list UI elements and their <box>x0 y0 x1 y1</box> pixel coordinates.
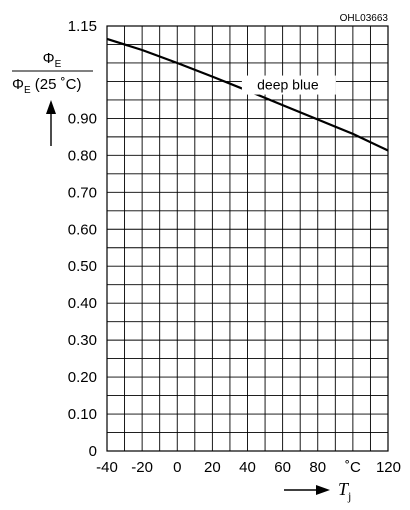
ylabel-arrow-head <box>46 100 56 114</box>
series-label-box <box>241 75 336 95</box>
y-tick-label: 1.15 <box>68 18 97 35</box>
y-tick-label: 0.10 <box>68 406 97 423</box>
x-tick-label: 40 <box>239 459 256 476</box>
ylabel-numerator: ΦE <box>43 50 62 70</box>
x-tick-labels: -40 -20 0 20 40 60 80 ˚C 120 <box>96 459 401 476</box>
y-tick-labels: 0 0.10 0.20 0.30 0.40 0.50 0.60 0.70 0.80 0.90 1.1… <box>68 18 97 460</box>
xlabel: Tj <box>338 479 351 503</box>
series-label: deep blue <box>257 77 319 93</box>
ylabel-den-suffix: (25 ˚C) <box>31 76 82 93</box>
y-tick-label: 0.50 <box>68 258 97 275</box>
x-tick-label: ˚C <box>345 459 361 476</box>
ylabel-den-subscript: E <box>24 85 31 96</box>
figure-code: OHL03663 <box>340 13 389 24</box>
ylabel-den-symbol: Φ <box>12 76 24 93</box>
x-tick-label: -20 <box>131 459 153 476</box>
y-tick-label: 0.20 <box>68 369 97 386</box>
x-tick-label: 80 <box>309 459 326 476</box>
y-tick-label: 0.60 <box>68 221 97 238</box>
ylabel-denominator: ΦE (25 ˚C) <box>12 76 81 96</box>
xlabel-subscript: j <box>347 489 351 503</box>
y-tick-label: 0.90 <box>68 110 97 127</box>
x-tick-label: -40 <box>96 459 118 476</box>
ylabel-num-symbol: Φ <box>43 50 55 67</box>
x-tick-label: 0 <box>173 459 181 476</box>
xlabel-symbol: T <box>338 479 350 499</box>
y-tick-label: 0.30 <box>68 332 97 349</box>
y-tick-label: 0.40 <box>68 295 97 312</box>
y-tick-label: 0.70 <box>68 184 97 201</box>
xlabel-arrow-head <box>316 485 330 495</box>
plot-frame <box>106 25 389 452</box>
series-label-background: deep blue <box>241 75 336 95</box>
grid <box>107 26 388 451</box>
x-tick-label: 60 <box>274 459 291 476</box>
y-tick-label: 0 <box>89 443 97 460</box>
x-tick-label: 120 <box>376 459 401 476</box>
plot-border <box>106 25 389 452</box>
y-tick-label: 0.80 <box>68 147 97 164</box>
x-tick-label: 20 <box>204 459 221 476</box>
ylabel-num-subscript: E <box>55 59 62 70</box>
